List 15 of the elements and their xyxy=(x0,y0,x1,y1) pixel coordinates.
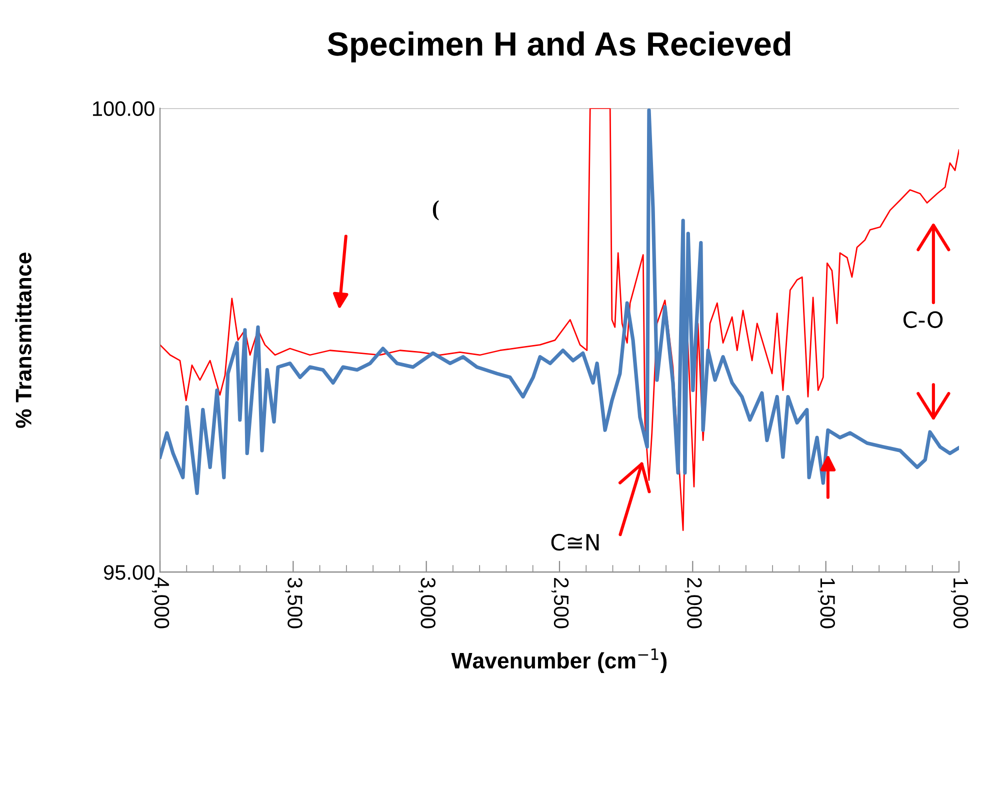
x-tick-label: 1,000 xyxy=(950,578,968,628)
y-tick-label: 95.00 xyxy=(104,565,154,580)
x-tick-label: 2,000 xyxy=(684,578,702,628)
x-tick-label: 3,500 xyxy=(285,578,302,628)
annotation: C-O xyxy=(903,311,943,328)
annotation: ( xyxy=(432,200,439,220)
x-tick-label: 2,500 xyxy=(551,578,569,628)
annotation: C≅N xyxy=(551,534,599,551)
x-tick-label: 3,000 xyxy=(418,578,436,628)
x-tick-label: 1,500 xyxy=(818,578,835,628)
y-tick-label: 100.00 xyxy=(93,101,154,116)
chart-title: Specimen H and As Recieved xyxy=(328,31,790,62)
x-tick-label: 4,000 xyxy=(152,577,170,628)
x-axis-title: Wavenumber (cm$^{−1}$) xyxy=(451,648,667,673)
y-axis-title: % Transmittance xyxy=(15,252,32,428)
